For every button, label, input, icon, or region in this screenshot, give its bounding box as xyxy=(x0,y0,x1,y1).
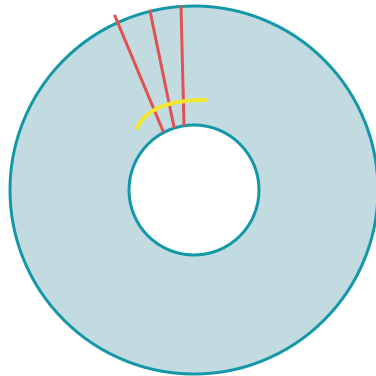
ray-right xyxy=(179,5,186,127)
angle-arc xyxy=(135,98,207,130)
inner-circle xyxy=(127,123,261,257)
ray-middle xyxy=(148,9,176,129)
